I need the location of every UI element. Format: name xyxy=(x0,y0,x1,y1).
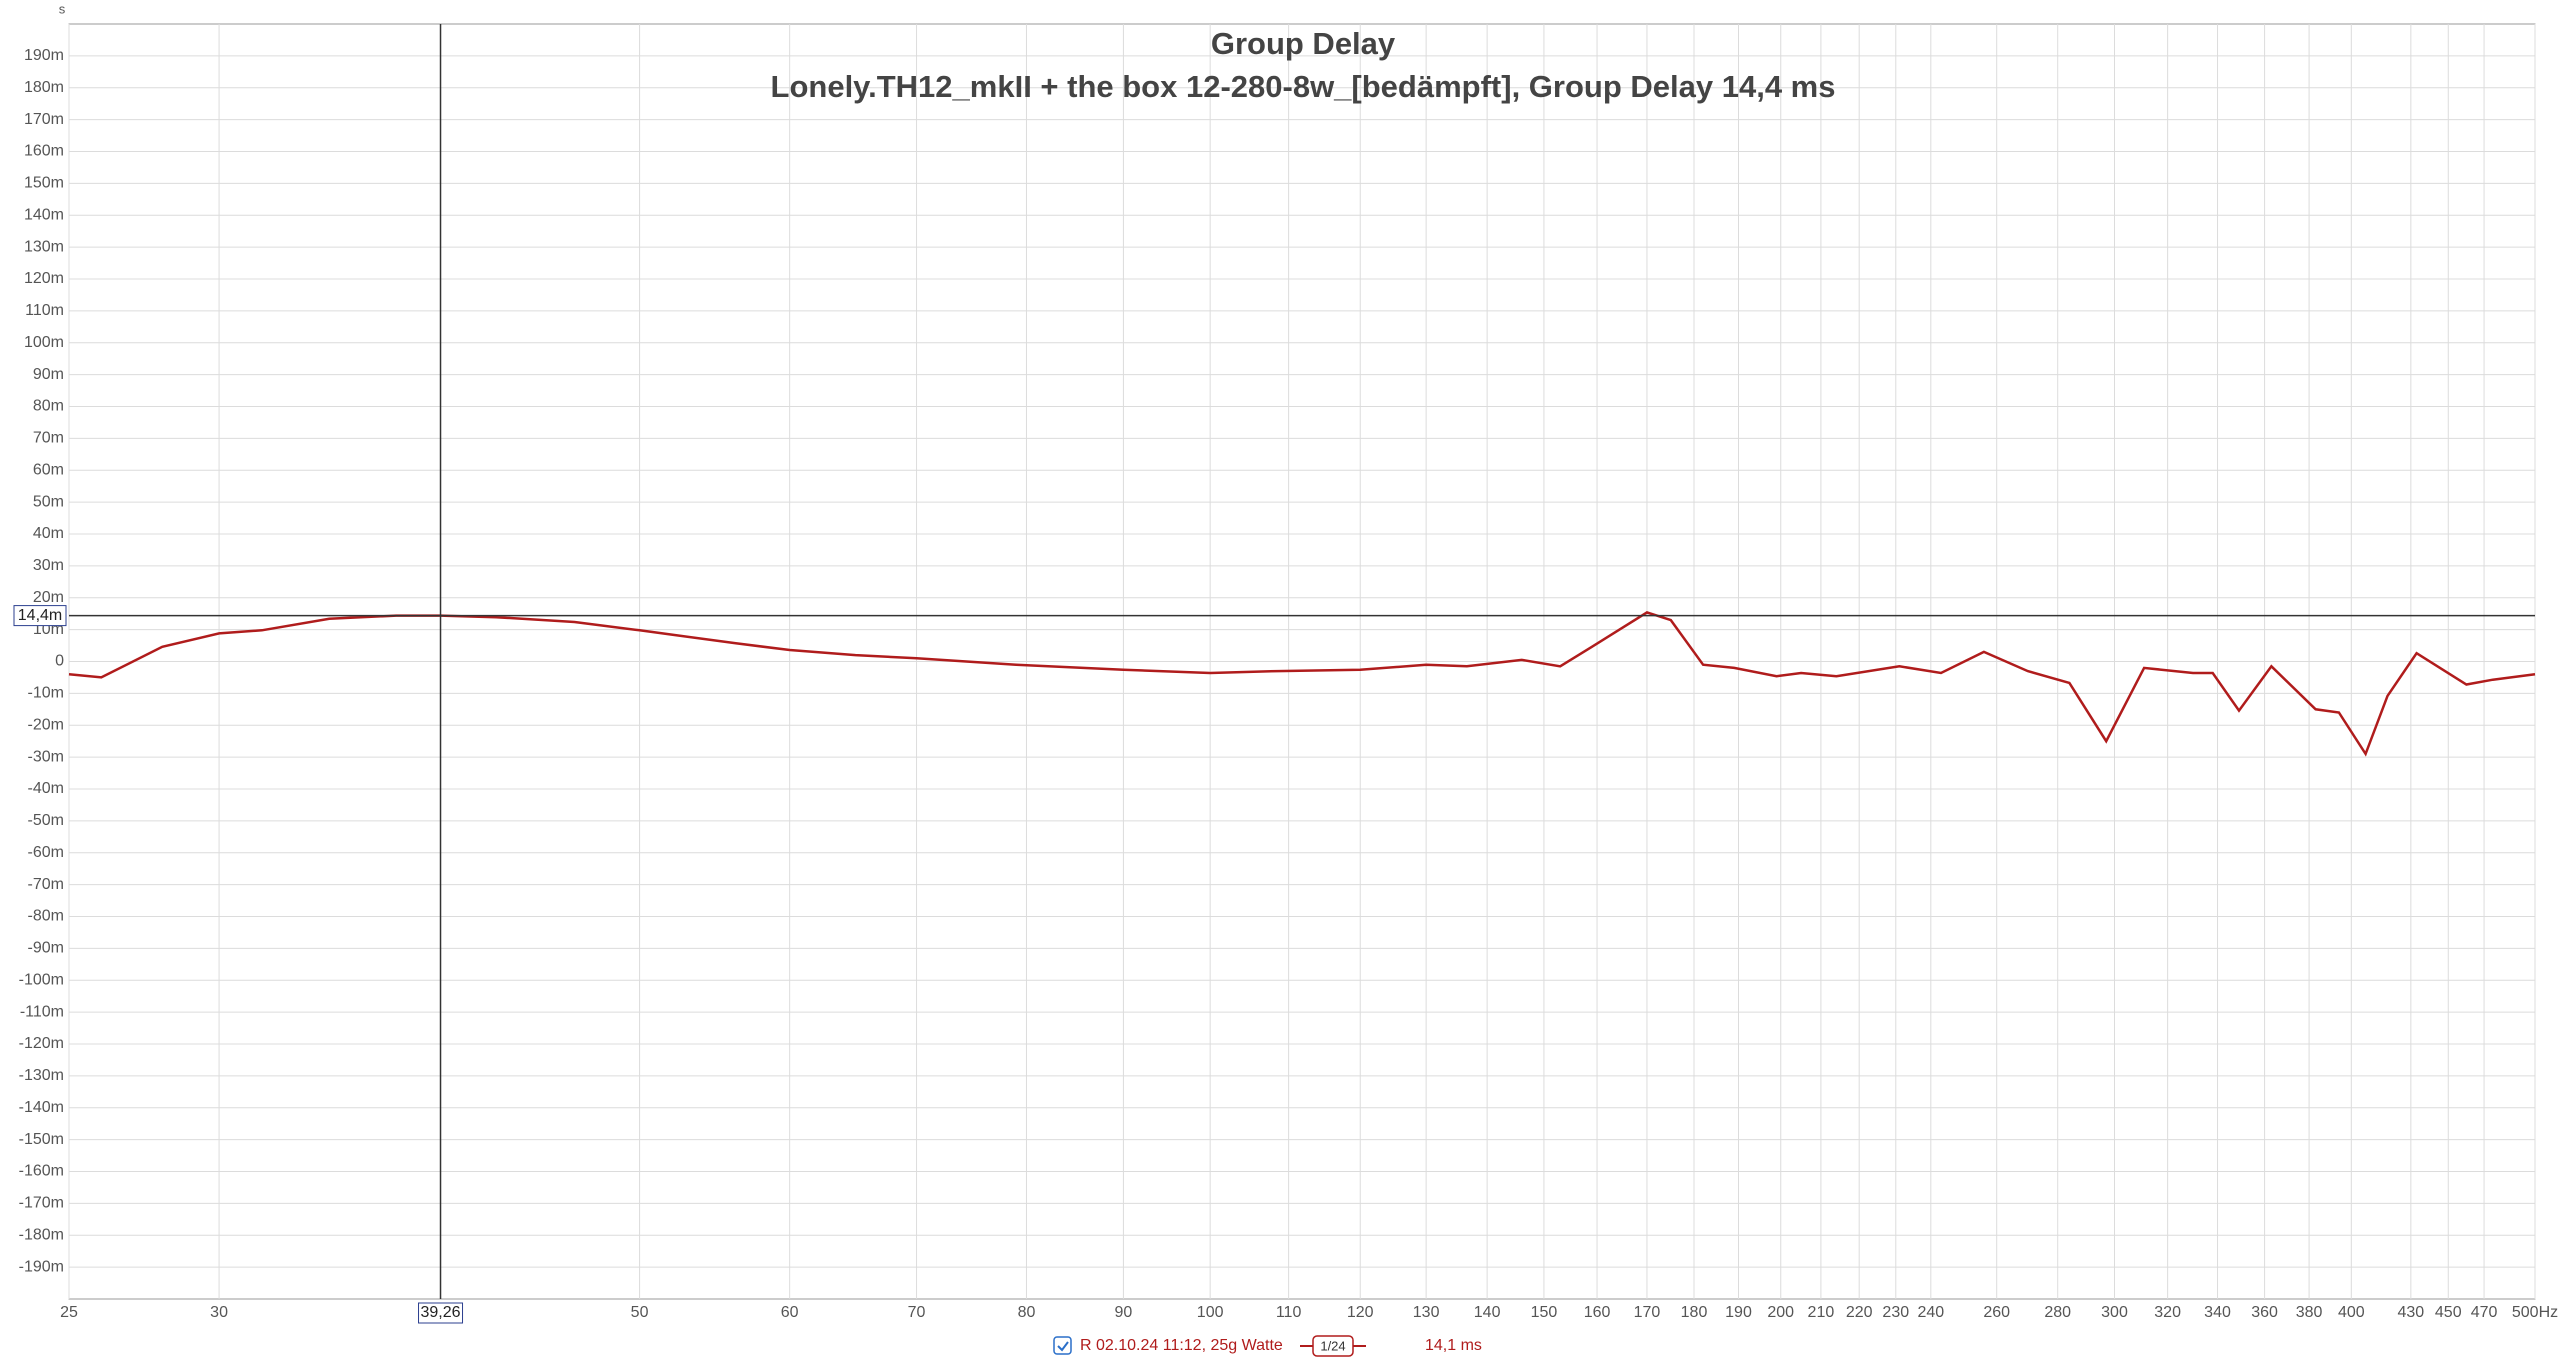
x-tick-label: 190 xyxy=(1725,1304,1752,1321)
y-tick-label: 110m xyxy=(25,302,64,319)
cursor-y-label: 14,4m xyxy=(18,607,62,624)
x-tick-label: 280 xyxy=(2044,1304,2071,1321)
y-tick-label: 120m xyxy=(24,270,64,287)
y-tick-label: 190m xyxy=(24,47,64,64)
x-tick-label: 180 xyxy=(1681,1304,1708,1321)
chart-subtitle: Lonely.TH12_mkII + the box 12-280-8w_[be… xyxy=(771,69,1836,104)
y-tick-label: -160m xyxy=(19,1163,64,1180)
cursor-y-box xyxy=(13,605,67,627)
x-tick-label: 320 xyxy=(2154,1304,2181,1321)
legend-checkbox[interactable] xyxy=(1053,1336,1072,1355)
y-tick-label: -70m xyxy=(28,876,64,893)
x-tick-label: 340 xyxy=(2204,1304,2231,1321)
x-tick-label: 50 xyxy=(631,1304,649,1321)
x-tick-label: 110 xyxy=(1276,1304,1302,1321)
x-tick-label: 120 xyxy=(1347,1304,1374,1321)
y-tick-label: 100m xyxy=(24,334,64,351)
check-mark xyxy=(1057,1341,1069,1352)
y-tick-label: -110m xyxy=(20,1003,64,1020)
smoothing-label: 1/24 xyxy=(1320,1338,1345,1353)
y-tick-label: 40m xyxy=(33,525,64,542)
x-tick-label: 430 xyxy=(2397,1304,2424,1321)
y-tick-label: 130m xyxy=(24,238,64,255)
x-tick-label: 230 xyxy=(1882,1304,1909,1321)
x-tick-label: 470 xyxy=(2471,1304,2498,1321)
y-tick-label: 180m xyxy=(24,79,64,96)
x-tick-label: 210 xyxy=(1808,1304,1835,1321)
y-tick-label: -40m xyxy=(28,780,64,797)
y-tick-label: 70m xyxy=(33,430,64,447)
x-tick-label: 100 xyxy=(1197,1304,1224,1321)
x-tick-label: 70 xyxy=(908,1304,926,1321)
y-tick-label: 60m xyxy=(33,461,64,478)
x-tick-label: 450 xyxy=(2435,1304,2462,1321)
cursor-x-box xyxy=(418,1302,464,1324)
y-tick-label: -120m xyxy=(19,1035,64,1052)
y-tick-label: 20m xyxy=(33,589,64,606)
y-tick-label: -100m xyxy=(19,971,64,988)
x-tick-label: 170 xyxy=(1634,1304,1661,1321)
y-tick-label: -140m xyxy=(19,1099,64,1116)
y-tick-label: 90m xyxy=(33,366,64,383)
y-tick-label: 160m xyxy=(24,143,64,160)
y-tick-label: 170m xyxy=(24,111,64,128)
x-tick-label: 80 xyxy=(1018,1304,1036,1321)
y-tick-label: 150m xyxy=(24,175,64,192)
y-tick-label: -20m xyxy=(28,716,64,733)
y-tick-label: -30m xyxy=(28,748,64,765)
x-tick-label: 360 xyxy=(2251,1304,2278,1321)
x-tick-label: 500Hz xyxy=(2512,1304,2558,1321)
y-tick-label: 0 xyxy=(55,653,64,670)
x-tick-label: 200 xyxy=(1767,1304,1794,1321)
x-tick-label: 300 xyxy=(2101,1304,2128,1321)
y-tick-label: -150m xyxy=(19,1131,64,1148)
x-tick-label: 140 xyxy=(1474,1304,1501,1321)
x-tick-label: 260 xyxy=(1983,1304,2010,1321)
cursor-x-label: 39,26 xyxy=(420,1304,460,1321)
y-tick-label: -50m xyxy=(28,812,64,829)
y-tick-label: 80m xyxy=(33,398,64,415)
x-tick-label: 90 xyxy=(1115,1304,1133,1321)
y-unit: s xyxy=(59,1,66,16)
y-tick-label: 50m xyxy=(33,493,64,510)
chart-title: Group Delay xyxy=(1211,26,1396,61)
x-tick-label: 150 xyxy=(1531,1304,1558,1321)
x-tick-label: 400 xyxy=(2338,1304,2365,1321)
y-tick-label: 30m xyxy=(33,557,64,574)
y-tick-label: -60m xyxy=(28,844,64,861)
y-tick-label: -170m xyxy=(19,1195,64,1212)
x-tick-label: 380 xyxy=(2296,1304,2323,1321)
x-tick-label: 220 xyxy=(1846,1304,1873,1321)
y-tick-label: -80m xyxy=(28,908,64,925)
legend-label: R 02.10.24 11:12, 25g Watte xyxy=(1080,1337,1283,1354)
y-tick-label: -180m xyxy=(19,1226,64,1243)
smoothing-box[interactable] xyxy=(1312,1335,1354,1357)
x-tick-label: 240 xyxy=(1917,1304,1944,1321)
x-tick-label: 30 xyxy=(210,1304,228,1321)
y-tick-label: -190m xyxy=(19,1258,64,1275)
x-tick-label: 25 xyxy=(60,1304,78,1321)
x-tick-label: 60 xyxy=(781,1304,799,1321)
y-tick-label: -130m xyxy=(19,1067,64,1084)
legend-value: 14,1 ms xyxy=(1425,1337,1482,1354)
x-tick-label: 160 xyxy=(1584,1304,1611,1321)
x-tick-label: 130 xyxy=(1413,1304,1440,1321)
y-tick-label: -90m xyxy=(28,940,64,957)
series-line xyxy=(68,611,2536,757)
y-tick-label: 140m xyxy=(24,206,64,223)
y-tick-label: -10m xyxy=(28,685,64,702)
